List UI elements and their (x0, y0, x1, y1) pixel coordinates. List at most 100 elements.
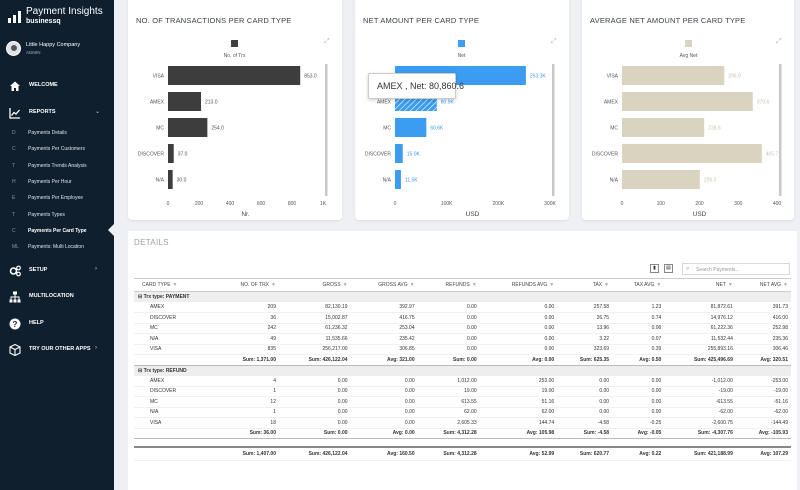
table-cell: 13.96 (557, 323, 613, 334)
active-indicator (108, 223, 114, 236)
column-header[interactable]: REFUNDS ▼ (417, 278, 480, 292)
column-header[interactable]: TAX AVG ▼ (612, 278, 665, 292)
tick-label: 800 (288, 201, 297, 207)
table-cell: -1,012.00 (664, 375, 736, 387)
column-header-label: TAX AVG (633, 282, 655, 288)
bar (395, 144, 403, 163)
nav-reports[interactable]: REPORTS ⌄ (0, 104, 114, 122)
column-header[interactable]: TAX ▼ (557, 278, 613, 292)
table-cell: 0.00 (278, 407, 351, 418)
nav-multilocation[interactable]: MULTILOCATION (0, 288, 114, 306)
company-name: Little Happy Company (26, 42, 81, 48)
subitem-label: Payments Per Employee (28, 195, 84, 202)
table-cell: -2,600.75 (664, 417, 736, 429)
subitem-initial: ML (12, 244, 19, 251)
column-header-label: GROSS AVG (378, 282, 408, 288)
table-cell: VISA (134, 417, 214, 429)
filter-icon[interactable]: ▼ (471, 282, 477, 288)
table-row[interactable]: AMEX 209 82,130.19 392.97 0.00 0.00 257.58 1.23… (134, 302, 791, 313)
sidebar-subitem[interactable]: T Payments Trends Analysis (0, 159, 114, 173)
sidebar-subitem[interactable]: C Payments Per Customers (0, 142, 114, 156)
sidebar-subitem[interactable]: H Payments Per Hour (0, 175, 114, 189)
bar (622, 92, 753, 111)
transactions-chart: No. of Trx VISA 853.0 AMEX 213.0 MC 254.0 DISCO… (138, 40, 328, 218)
table-row[interactable]: DISCOVER 1 0.00 0.00 19.00 19.00 0.00 0.00 -19.0… (134, 386, 791, 397)
nav-other-apps[interactable]: TRY OUR OTHER APPS › (0, 341, 114, 359)
filter-icon[interactable]: ▼ (783, 282, 788, 288)
expand-icon[interactable]: ⤢ (551, 38, 557, 45)
avatar (6, 41, 21, 56)
data-label: 405.7 (766, 152, 779, 158)
table-row[interactable]: AMEX 4 0.00 0.00 1,012.00 253.00 0.00 0.00 -1,01… (134, 375, 791, 387)
sidebar-subitem[interactable]: ML Payments: Multi Location (0, 240, 114, 254)
column-header[interactable]: NO. OF TRX ▼ (213, 278, 279, 292)
table-cell: -4.58 (557, 417, 613, 429)
expand-icon[interactable]: ⤢ (776, 38, 782, 45)
column-header[interactable]: GROSS ▼ (278, 278, 351, 292)
filter-icon[interactable]: ▼ (342, 282, 348, 288)
nav-other-apps-label: TRY OUR OTHER APPS (29, 346, 91, 352)
table-cell: 144.74 (479, 417, 558, 429)
bar (395, 170, 401, 189)
table-cell: 12 (213, 396, 279, 408)
sidebar-subitem[interactable]: T Payments Types (0, 208, 114, 222)
table-row[interactable]: VISA 18 0.00 0.00 2,605.33 144.74 -4.58 -0.25 -2… (134, 417, 791, 429)
category-label: MC (156, 126, 164, 132)
search-input[interactable]: ⌕ Search Payments... (682, 263, 790, 275)
subitem-initial: H (12, 178, 16, 185)
column-header[interactable]: NET ▼ (664, 278, 736, 292)
table-cell: Avg: 160.50 (350, 445, 418, 461)
table-cell: Sum: 426,122.04 (278, 354, 351, 366)
filter-icon[interactable]: ▼ (727, 282, 733, 288)
nav-setup-label: SETUP (29, 267, 48, 273)
collapse-icon[interactable]: ⊟ (138, 294, 144, 300)
table-row[interactable]: DISCOVER 36 15,002.87 416.75 0.00 0.00 26.75 0.… (134, 312, 791, 324)
filter-icon[interactable]: ▼ (604, 282, 610, 288)
table-row[interactable]: VISA 835 256,217.00 306.85 0.00 0.00 323.69 0.3… (134, 344, 791, 355)
column-header-label: REFUNDS (445, 282, 470, 288)
table-cell: 36 (213, 312, 279, 324)
table-cell: 11,535.66 (278, 333, 351, 345)
details-title: DETAILS (134, 238, 169, 247)
table-row[interactable]: N/A 49 11,535.66 235.42 0.00 0.00 3.22 0.07 11,5… (134, 333, 791, 345)
table-cell: 0.00 (557, 396, 613, 408)
table-cell: Sum: 0.00 (278, 427, 351, 439)
expand-icon[interactable]: ⤢ (324, 38, 330, 45)
column-chooser-button[interactable]: ▤ (664, 264, 673, 273)
filter-icon[interactable]: ▼ (271, 282, 276, 288)
table-cell: Avg: -0.05 (612, 427, 665, 439)
column-header[interactable]: GROSS AVG ▼ (350, 278, 418, 292)
column-header[interactable]: REFUNDS AVG ▼ (479, 278, 558, 292)
table-row[interactable]: N/A 1 0.00 0.00 62.00 62.00 0.00 0.00 -62.00 -62.… (134, 407, 791, 418)
filter-icon[interactable]: ▼ (549, 282, 555, 288)
app-logo[interactable]: Payment Insights businessq (8, 6, 113, 28)
export-pdf-button[interactable]: ▮ (650, 264, 659, 273)
filter-icon[interactable]: ▼ (409, 282, 415, 288)
table-cell: Sum: 36.00 (213, 427, 279, 439)
legend-swatch (685, 40, 692, 47)
tick-label: 0 (394, 201, 397, 207)
sidebar-subitem[interactable]: D Payments Details (0, 126, 114, 140)
group-row[interactable]: ⊟ Trx type: REFUND (134, 365, 791, 376)
collapse-icon[interactable]: ⊟ (138, 367, 144, 374)
chevron-right-icon: › (95, 266, 97, 272)
user-profile[interactable]: Little Happy Company ADMIN (6, 38, 111, 60)
table-cell: Sum: -4.58 (557, 427, 613, 439)
column-header[interactable]: CARD TYPE ▼ (134, 278, 214, 292)
filter-icon[interactable]: ▼ (656, 282, 662, 288)
table-row[interactable]: MC 12 0.00 0.00 613.55 51.16 0.00 0.00 -613.55 -5… (134, 396, 791, 408)
sidebar-subitem[interactable]: E Payments Per Employee (0, 191, 114, 205)
subitem-initial: C (12, 146, 16, 153)
table-cell: -19.00 (735, 386, 791, 397)
table-cell: 253.00 (479, 375, 558, 387)
group-row[interactable]: ⊟ Trx type: PAYMENT (134, 291, 791, 302)
table-row[interactable]: MC 242 61,236.32 253.04 0.00 0.00 13.96 0.06 61,… (134, 323, 791, 334)
filter-icon[interactable]: ▼ (172, 282, 178, 288)
nav-welcome[interactable]: WELCOME (0, 77, 114, 95)
sidebar-subitem[interactable]: C Payments Per Card Type (0, 223, 114, 238)
table-cell: -0.25 (612, 417, 665, 429)
nav-help[interactable]: ? HELP (0, 315, 114, 333)
column-header[interactable]: NET AVG ▼ (735, 278, 791, 292)
table-cell: 253.04 (350, 323, 418, 334)
nav-setup[interactable]: SETUP › (0, 262, 114, 280)
